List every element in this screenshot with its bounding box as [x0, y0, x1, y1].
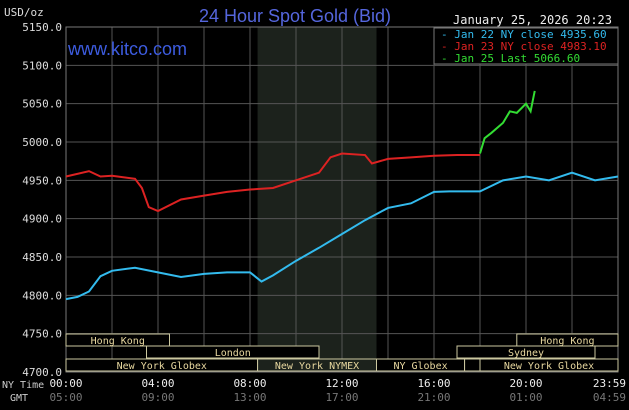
session-label: Hong Kong: [91, 336, 145, 347]
session-label: Sydney: [508, 348, 544, 359]
y-axis-unit: USD/oz: [4, 6, 44, 19]
x-tick-gmt: 21:00: [417, 391, 450, 404]
x-tick-ny: 16:00: [417, 377, 450, 390]
y-tick-label: 5100.0: [22, 59, 62, 72]
x-tick-gmt: 17:00: [325, 391, 358, 404]
session-bar: [464, 358, 481, 372]
kitco-watermark: www.kitco.com: [67, 39, 187, 59]
y-tick-label: 4800.0: [22, 289, 62, 302]
legend: - Jan 22 NY close 4935.60- Jan 23 NY clo…: [433, 27, 619, 65]
x-tick-gmt: 09:00: [141, 391, 174, 404]
legend-bg: [434, 52, 618, 64]
legend-bg: [434, 28, 618, 40]
session-bar: [65, 333, 170, 347]
session-bar: [456, 345, 596, 359]
legend-bg: [434, 40, 618, 52]
legend-frame: [433, 27, 619, 65]
x-tick-ny: 00:00: [49, 377, 82, 390]
legend-entry: - Jan 22 NY close 4935.60: [441, 28, 607, 41]
plot-frame: [65, 26, 619, 373]
x-tick-gmt: 05:00: [49, 391, 82, 404]
x-tick-ny: 08:00: [233, 377, 266, 390]
timestamp: January 25, 2026 20:23: [453, 13, 612, 27]
legend-entry: - Jan 25 Last 5066.60: [441, 52, 580, 65]
session-label: New York Globex: [117, 361, 207, 372]
x-tick-gmt: 01:00: [509, 391, 542, 404]
series-line-2: [479, 90, 536, 154]
session-label: New York Globex: [504, 361, 594, 372]
session-bar: [146, 345, 320, 359]
y-tick-label: 4900.0: [22, 213, 62, 226]
legend-entry: - Jan 23 NY close 4983.10: [441, 40, 607, 53]
nymex-shaded-region: [257, 27, 377, 372]
x-tick-ny: 04:00: [141, 377, 174, 390]
y-tick-label: 5000.0: [22, 136, 62, 149]
y-tick-label: 4950.0: [22, 174, 62, 187]
series-line-1: [65, 152, 480, 213]
ny-time-label: NY Time: [2, 380, 44, 391]
x-tick-gmt: 04:59: [593, 391, 626, 404]
session-label: London: [215, 348, 251, 359]
x-tick-ny: 23:59: [593, 377, 626, 390]
x-tick-gmt: 13:00: [233, 391, 266, 404]
gmt-label: GMT: [10, 393, 28, 404]
session-label: Hong Kong: [540, 336, 594, 347]
series-line-0: [65, 171, 619, 301]
session-bar: [479, 358, 619, 372]
x-tick-ny: 12:00: [325, 377, 358, 390]
y-tick-label: 4700.0: [22, 366, 62, 379]
y-tick-label: 5150.0: [22, 21, 62, 34]
session-label: New York NYMEX: [275, 361, 359, 372]
y-tick-label: 5050.0: [22, 98, 62, 111]
session-label: NY Globex: [393, 361, 447, 372]
chart-title: 24 Hour Spot Gold (Bid): [199, 6, 391, 26]
x-tick-ny: 20:00: [509, 377, 542, 390]
y-tick-label: 4750.0: [22, 328, 62, 341]
y-tick-label: 4850.0: [22, 251, 62, 264]
